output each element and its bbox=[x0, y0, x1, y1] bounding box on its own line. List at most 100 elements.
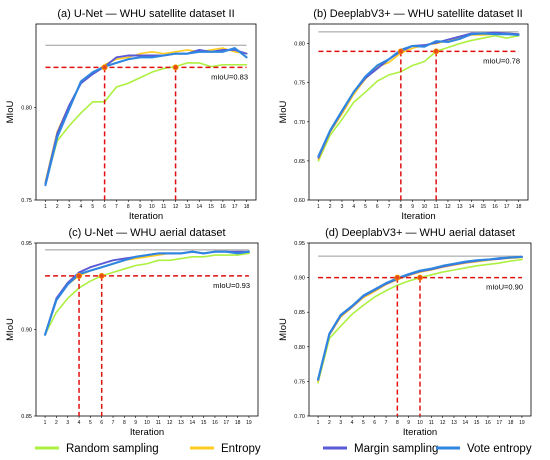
x-tick-label: 17 bbox=[497, 420, 503, 426]
threshold-annotation: mIoU=0.83 bbox=[211, 72, 248, 81]
x-tick-label: 7 bbox=[385, 420, 388, 426]
x-tick-label: 10 bbox=[422, 204, 428, 210]
x-tick-label: 4 bbox=[78, 420, 81, 426]
x-tick-label: 11 bbox=[161, 204, 166, 210]
x-tick-label: 14 bbox=[463, 420, 469, 426]
y-tick-label: 0.80 bbox=[294, 42, 305, 48]
x-tick-label: 16 bbox=[492, 204, 498, 210]
series-line bbox=[317, 32, 520, 158]
x-tick-label: 2 bbox=[329, 204, 332, 210]
x-axis-label: Iteration bbox=[403, 427, 437, 438]
y-tick-label: 0.60 bbox=[294, 198, 305, 204]
y-tick-label: 0.80 bbox=[294, 345, 305, 351]
plot-frame bbox=[35, 242, 259, 417]
x-tick-label: 1 bbox=[317, 420, 320, 426]
x-axis-label: Iteration bbox=[401, 211, 435, 222]
x-tick-label: 10 bbox=[149, 204, 155, 210]
x-tick-label: 6 bbox=[373, 420, 376, 426]
threshold-annotation: mIoU=0.78 bbox=[483, 56, 520, 65]
y-tick-label: 0.85 bbox=[21, 414, 32, 420]
x-tick-label: 4 bbox=[80, 204, 83, 210]
x-tick-label: 8 bbox=[399, 204, 402, 210]
threshold-marker bbox=[394, 274, 401, 281]
threshold-marker bbox=[98, 272, 105, 279]
x-tick-label: 12 bbox=[173, 204, 179, 210]
x-tick-label: 1 bbox=[317, 204, 320, 210]
legend-label: Random sampling bbox=[66, 443, 159, 455]
x-tick-label: 2 bbox=[56, 204, 59, 210]
x-tick-label: 3 bbox=[339, 420, 342, 426]
x-tick-label: 15 bbox=[201, 420, 207, 426]
threshold-marker bbox=[172, 64, 179, 71]
x-tick-label: 16 bbox=[485, 420, 491, 426]
x-tick-label: 13 bbox=[178, 420, 184, 426]
x-tick-label: 8 bbox=[396, 420, 399, 426]
threshold-marker bbox=[101, 64, 108, 71]
threshold-annotation: mIoU=0.93 bbox=[213, 281, 250, 290]
chart-title: (c) U-Net — WHU aerial dataset bbox=[68, 227, 225, 239]
chart-title: (b) DeeplabV3+ — WHU satellite dataset I… bbox=[313, 8, 522, 20]
x-tick-label: 6 bbox=[103, 204, 106, 210]
x-tick-label: 10 bbox=[144, 420, 150, 426]
y-tick-label: 0.65 bbox=[294, 159, 305, 165]
y-axis-label: MIoU bbox=[278, 318, 289, 341]
x-tick-label: 15 bbox=[480, 204, 486, 210]
y-axis-label: MIoU bbox=[5, 101, 16, 124]
threshold-marker bbox=[397, 48, 404, 55]
threshold-marker bbox=[433, 48, 440, 55]
x-tick-label: 16 bbox=[212, 420, 218, 426]
y-tick-label: 0.75 bbox=[294, 379, 305, 385]
y-tick-label: 0.90 bbox=[21, 328, 32, 334]
y-tick-label: 0.85 bbox=[294, 310, 305, 316]
x-tick-label: 7 bbox=[388, 204, 391, 210]
series-line bbox=[44, 48, 248, 185]
x-tick-label: 19 bbox=[246, 420, 252, 426]
x-tick-label: 9 bbox=[134, 420, 137, 426]
y-axis-label: MIoU bbox=[5, 318, 16, 341]
x-tick-label: 19 bbox=[519, 420, 525, 426]
y-tick-label: 0.75 bbox=[294, 81, 305, 87]
x-axis-label: Iteration bbox=[130, 427, 164, 438]
x-tick-label: 9 bbox=[407, 420, 410, 426]
legend-label: Vote entropy bbox=[467, 443, 532, 455]
x-tick-label: 11 bbox=[156, 420, 161, 426]
y-axis-label: MIoU bbox=[278, 101, 289, 124]
x-tick-label: 17 bbox=[232, 204, 238, 210]
x-tick-label: 3 bbox=[66, 420, 69, 426]
y-tick-label: 0.80 bbox=[21, 105, 32, 111]
x-tick-label: 12 bbox=[445, 204, 451, 210]
x-tick-label: 8 bbox=[127, 204, 130, 210]
x-tick-label: 11 bbox=[434, 204, 439, 210]
x-tick-label: 18 bbox=[244, 204, 250, 210]
chart-a: (a) U-Net — WHU satellite dataset II1 2 3 4… bbox=[5, 8, 257, 222]
series-line bbox=[44, 252, 250, 336]
series-line bbox=[317, 33, 520, 161]
x-tick-label: 3 bbox=[341, 204, 344, 210]
x-tick-label: 15 bbox=[474, 420, 480, 426]
plot-frame bbox=[308, 23, 529, 201]
x-tick-label: 18 bbox=[508, 420, 514, 426]
x-tick-label: 14 bbox=[190, 420, 196, 426]
x-tick-label: 4 bbox=[352, 204, 355, 210]
legend-label: Margin sampling bbox=[354, 443, 438, 455]
plot-frame bbox=[35, 23, 257, 201]
x-tick-label: 18 bbox=[516, 204, 522, 210]
x-tick-label: 2 bbox=[328, 420, 331, 426]
threshold-marker bbox=[416, 274, 423, 281]
x-tick-label: 10 bbox=[417, 420, 423, 426]
x-tick-label: 17 bbox=[224, 420, 230, 426]
y-tick-label: 0.70 bbox=[294, 414, 305, 420]
x-tick-label: 12 bbox=[440, 420, 446, 426]
threshold-marker bbox=[76, 272, 83, 279]
x-tick-label: 14 bbox=[196, 204, 202, 210]
series-line bbox=[317, 255, 523, 381]
x-tick-label: 1 bbox=[44, 420, 47, 426]
legend-label: Entropy bbox=[221, 443, 261, 455]
x-tick-label: 11 bbox=[429, 420, 434, 426]
x-tick-label: 15 bbox=[208, 204, 214, 210]
x-tick-label: 6 bbox=[100, 420, 103, 426]
x-tick-label: 7 bbox=[115, 204, 118, 210]
